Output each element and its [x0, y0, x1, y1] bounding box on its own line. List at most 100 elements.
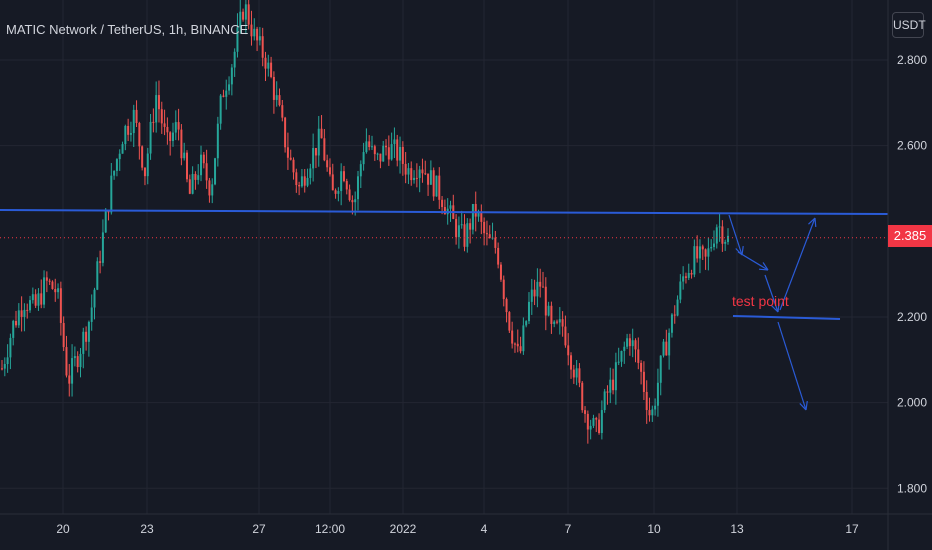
candle-body — [239, 11, 242, 28]
currency-button[interactable]: USDT — [892, 12, 926, 38]
candle — [592, 414, 595, 429]
price-axis[interactable]: 2.800 2.600 2.200 2.000 1.800 — [887, 0, 927, 550]
candle-body — [654, 405, 657, 410]
candle — [376, 152, 379, 161]
candle-body — [519, 346, 522, 352]
candle-body — [124, 125, 127, 145]
candle-body — [138, 122, 141, 147]
candle-body — [488, 234, 491, 238]
candle — [390, 132, 393, 161]
candle — [516, 329, 519, 353]
candle — [202, 151, 205, 169]
candle-body — [194, 173, 197, 180]
candle-body — [59, 288, 62, 323]
candle — [575, 360, 578, 386]
projection-arrow-3-head — [771, 305, 779, 313]
candle — [155, 81, 158, 133]
candle-body — [679, 281, 682, 300]
projection-arrow-1 — [728, 214, 743, 256]
candle-body — [662, 341, 665, 356]
candle — [684, 272, 687, 284]
candle-body — [65, 347, 68, 376]
candle-body — [118, 153, 121, 160]
candle — [57, 283, 60, 299]
candle-body — [214, 158, 217, 185]
candle-body — [516, 343, 519, 347]
time-tick-label: 27 — [252, 522, 266, 536]
candle — [651, 405, 654, 422]
candle — [216, 116, 219, 167]
time-axis[interactable]: 20 23 27 12:00 2022 4 7 10 13 17 — [0, 513, 932, 536]
candle — [211, 178, 214, 204]
candle — [76, 351, 79, 373]
test-point-annotation: test point — [732, 293, 789, 309]
candle — [581, 380, 584, 413]
candle-body — [656, 382, 659, 406]
candle — [286, 132, 289, 170]
candle — [570, 352, 573, 379]
candle-body — [404, 163, 407, 175]
candle-body — [57, 288, 60, 293]
projection-arrow-3 — [764, 274, 779, 313]
projection-arrow-3-head — [777, 302, 780, 313]
candle — [194, 171, 197, 190]
candle-body — [200, 154, 203, 176]
candle — [59, 281, 62, 336]
candle — [525, 320, 528, 328]
candle — [662, 338, 665, 358]
candle — [485, 220, 488, 246]
candle — [564, 315, 567, 348]
candle-body — [575, 368, 578, 378]
candle-body — [169, 132, 172, 141]
candle — [558, 307, 561, 335]
candle-body — [564, 326, 567, 346]
candle — [292, 157, 295, 180]
candle — [328, 158, 331, 177]
candle — [519, 336, 522, 354]
candle-body — [62, 322, 65, 348]
candle-body — [345, 181, 348, 190]
candle-body — [219, 95, 222, 124]
candle — [432, 167, 435, 201]
candle — [143, 167, 146, 186]
candle — [595, 416, 598, 432]
candle — [488, 225, 491, 239]
candle-body — [314, 147, 317, 156]
candle-body — [393, 139, 396, 145]
candle-body — [177, 122, 180, 130]
candle-body — [469, 223, 472, 230]
candle — [527, 292, 530, 325]
candle — [410, 161, 413, 186]
candle-body — [362, 152, 365, 165]
candle-body — [306, 177, 309, 186]
candle-body — [527, 301, 530, 322]
candle-body — [152, 121, 155, 123]
projection-arrow-down-head — [805, 401, 808, 411]
candle — [438, 167, 441, 209]
candle-body — [682, 276, 685, 282]
candle-body — [300, 176, 303, 187]
candle-body — [186, 152, 189, 180]
candle-body — [651, 409, 654, 416]
candle — [99, 250, 102, 274]
candle — [326, 154, 329, 172]
candle — [494, 230, 497, 254]
candle — [502, 275, 505, 307]
candle-body — [12, 320, 15, 338]
candle-body — [264, 57, 267, 69]
candle-body — [278, 95, 281, 106]
candle — [401, 141, 404, 176]
candle-body — [690, 272, 693, 275]
candle — [600, 400, 603, 440]
candle-body — [522, 325, 525, 352]
candle-body — [435, 175, 438, 197]
candle-body — [715, 227, 718, 244]
candle — [163, 109, 166, 136]
candle — [544, 277, 547, 331]
candle-body — [550, 305, 553, 324]
candle — [648, 397, 651, 422]
candle-body — [449, 205, 452, 209]
trend-drawings[interactable] — [0, 209, 889, 411]
candle-body — [525, 321, 528, 326]
